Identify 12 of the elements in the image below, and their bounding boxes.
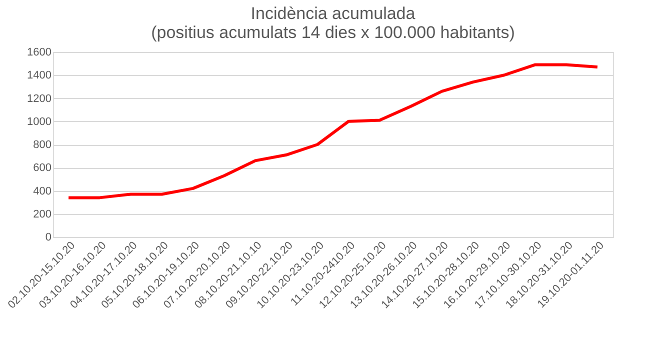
y-tick-label: 1600 [27,46,52,58]
y-tick-label: 600 [33,162,52,174]
y-tick-label: 400 [33,185,52,198]
y-tick-label: 200 [33,208,52,220]
text: (positius acumulats 14 dies x 100.000 habitants) [151,23,515,42]
y-tick-label: 1400 [27,70,52,82]
y-tick-label: 0 [45,232,52,244]
y-tick-label: 1000 [27,116,52,128]
line-series [67,63,599,200]
text: Incidència acumulada [250,4,416,23]
y-tick-label: 800 [33,139,52,151]
y-tick-label: 1200 [27,92,52,105]
